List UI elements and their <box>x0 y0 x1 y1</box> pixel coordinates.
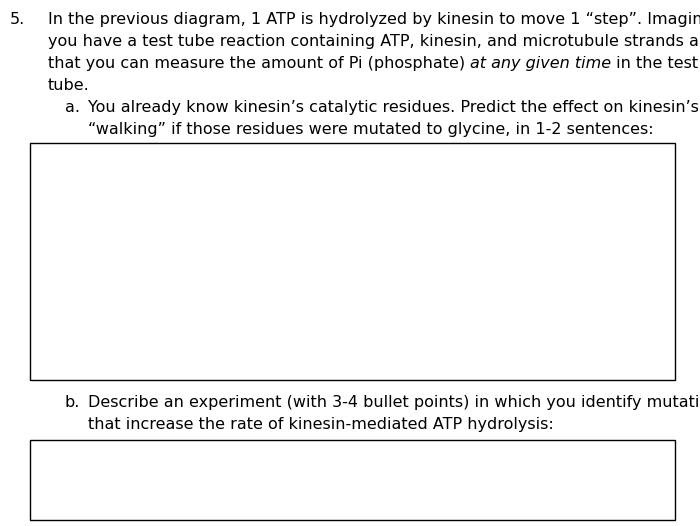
Text: at any given time: at any given time <box>470 56 611 71</box>
Text: “walking” if those residues were mutated to glycine, in 1-2 sentences:: “walking” if those residues were mutated… <box>88 122 654 137</box>
Text: Describe an experiment (with 3-4 bullet points) in which you identify mutations: Describe an experiment (with 3-4 bullet … <box>88 395 700 410</box>
Text: a.: a. <box>65 100 80 115</box>
Text: 5.: 5. <box>10 12 25 27</box>
Text: you have a test tube reaction containing ATP, kinesin, and microtubule strands a: you have a test tube reaction containing… <box>48 34 700 49</box>
Text: that increase the rate of kinesin-mediated ATP hydrolysis:: that increase the rate of kinesin-mediat… <box>88 417 554 432</box>
Text: In the previous diagram, 1 ATP is hydrolyzed by kinesin to move 1 “step”. Imagin: In the previous diagram, 1 ATP is hydrol… <box>48 12 700 27</box>
Text: You already know kinesin’s catalytic residues. Predict the effect on kinesin’s: You already know kinesin’s catalytic res… <box>88 100 699 115</box>
Text: b.: b. <box>65 395 80 410</box>
Text: tube.: tube. <box>48 78 90 93</box>
Text: that you can measure the amount of Pi (phosphate): that you can measure the amount of Pi (p… <box>48 56 470 71</box>
Text: in the test: in the test <box>611 56 699 71</box>
Bar <box>30 143 675 380</box>
Bar <box>30 440 675 520</box>
